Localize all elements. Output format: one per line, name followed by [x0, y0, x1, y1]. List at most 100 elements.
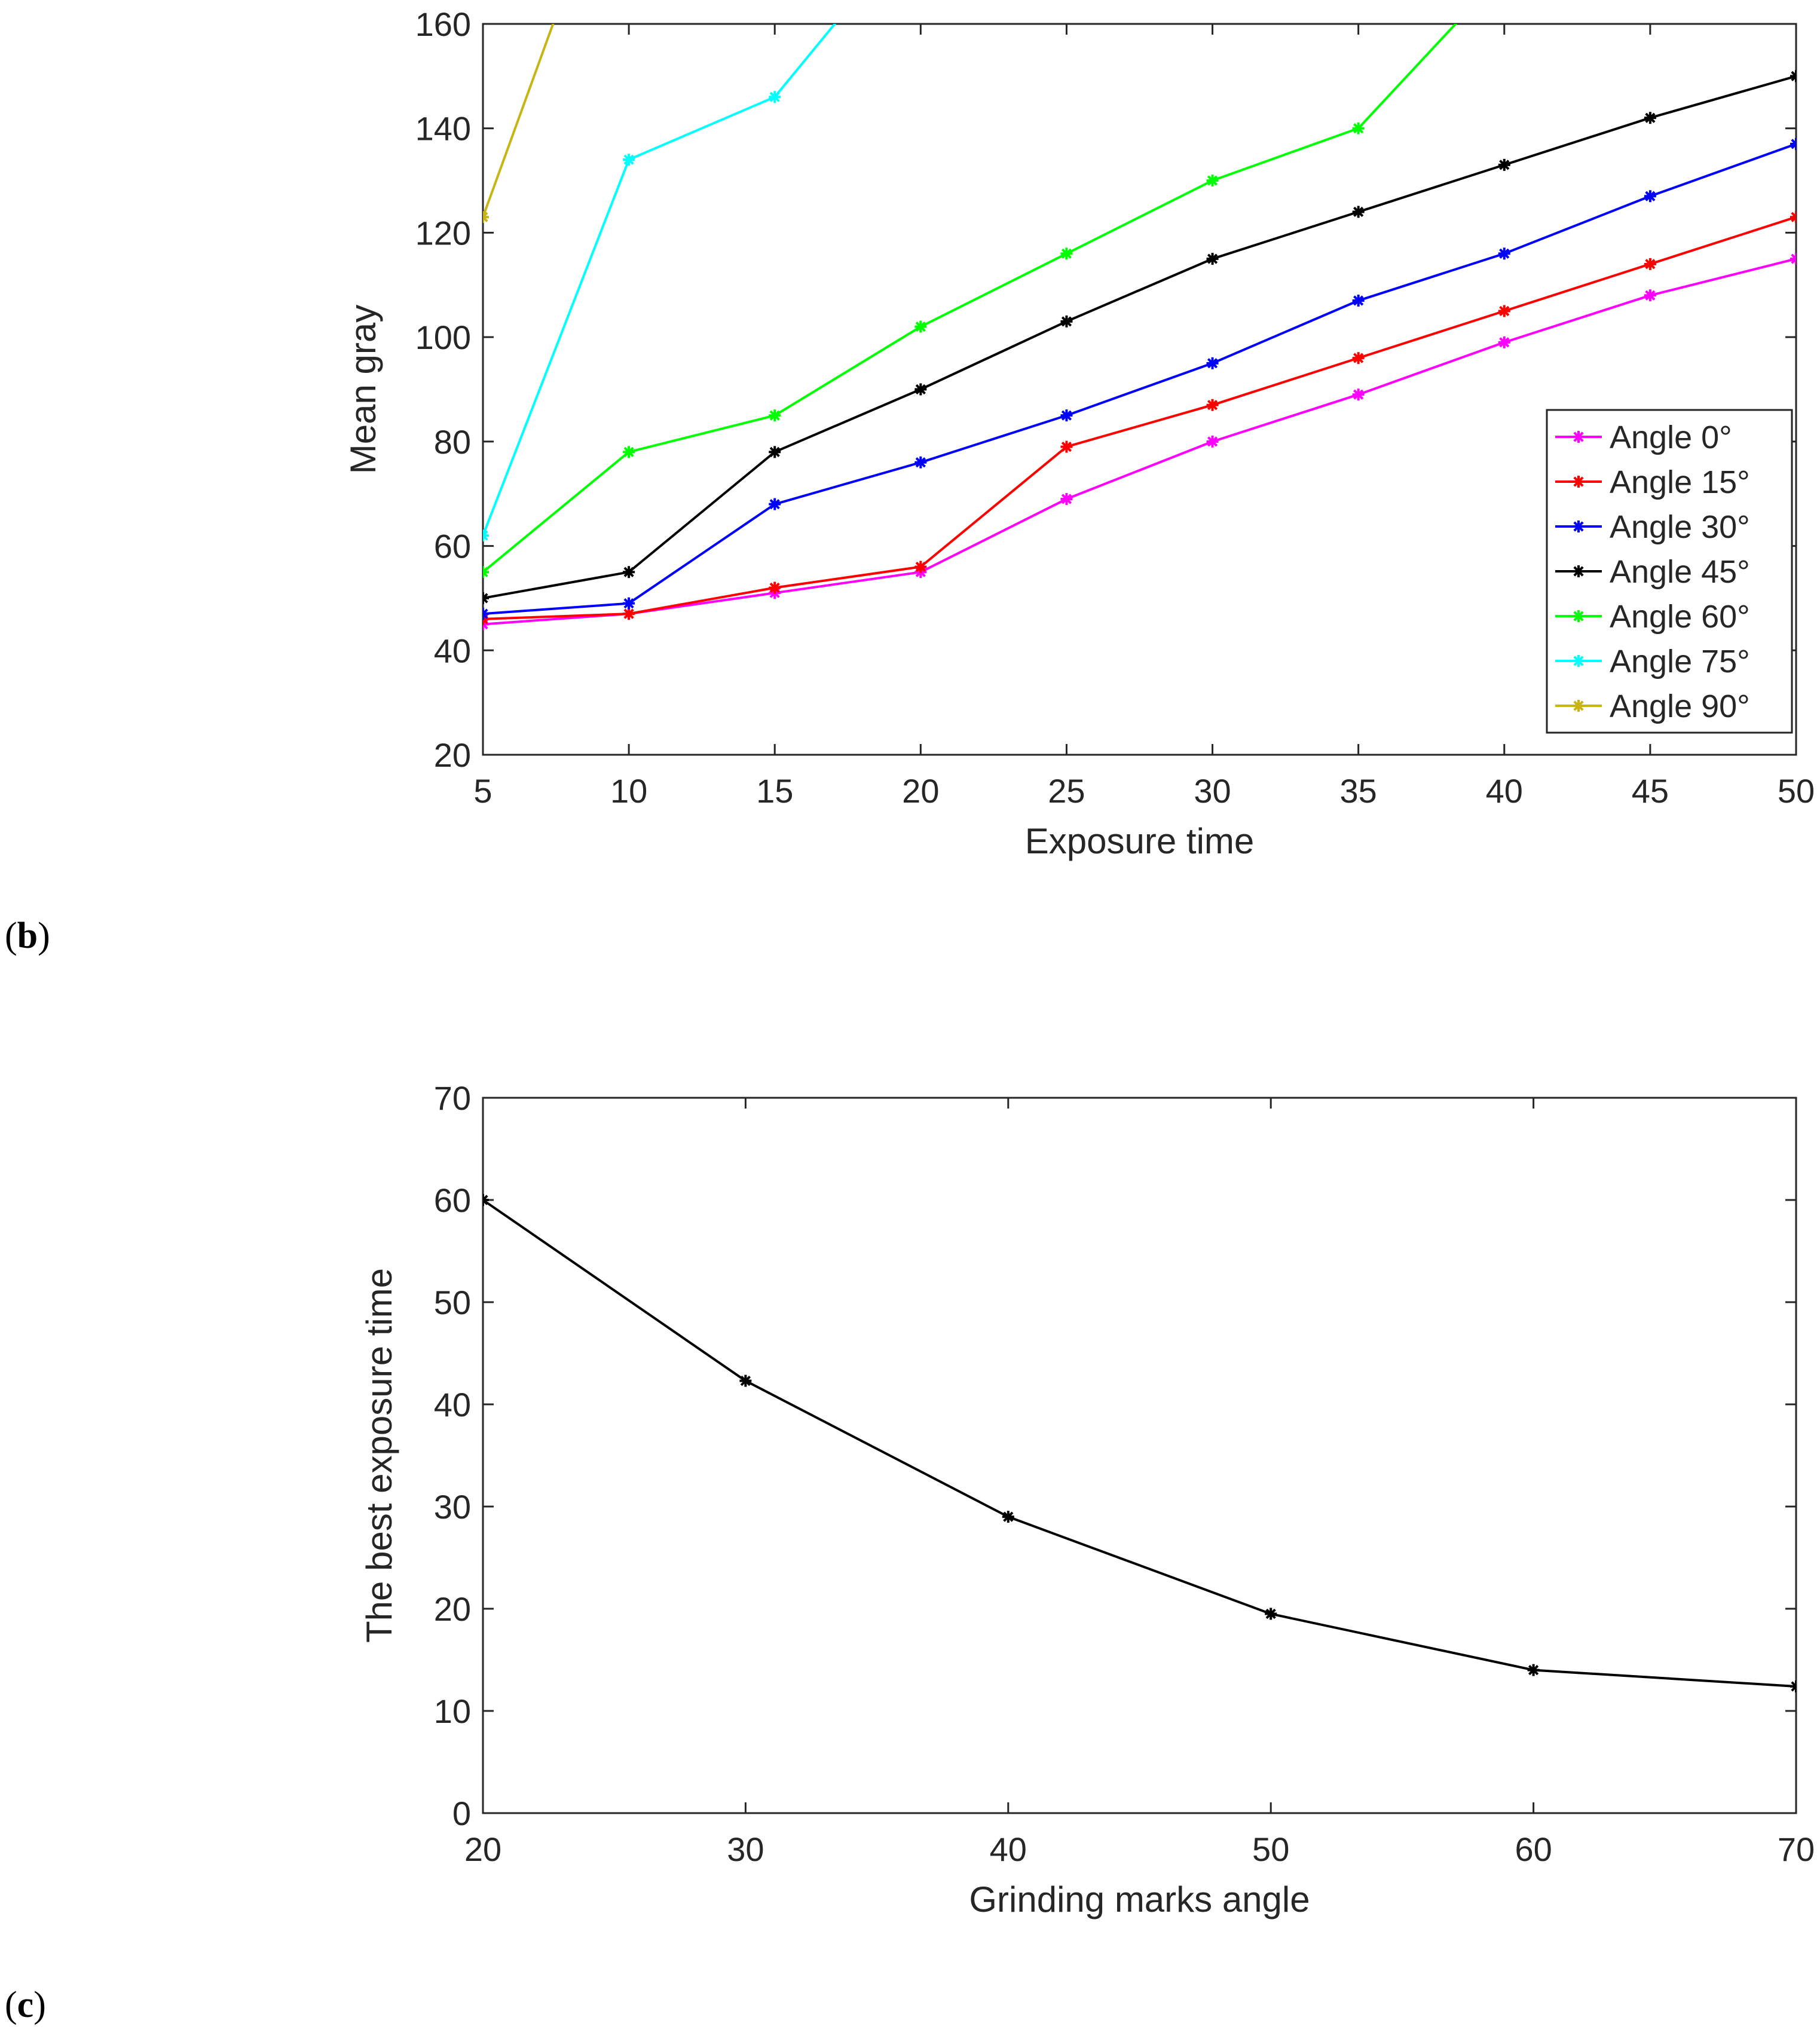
series-group-c — [483, 1194, 1796, 1692]
data-point-angle-45-0 — [483, 592, 489, 604]
data-point-angle-15-9 — [1790, 211, 1796, 224]
data-point-angle-30-3 — [914, 456, 927, 469]
data-point-angle-0-9 — [1790, 253, 1796, 265]
series-line-angle-75 — [483, 24, 837, 536]
x-tick-label-c: 50 — [1252, 1830, 1289, 1868]
chart-c: 20 30 40 50 60 70 0 10 20 30 40 50 60 70 Grinding mark… — [359, 1079, 1815, 1919]
legend-marker-angle-75 — [1573, 655, 1585, 667]
data-point-angle-15-2 — [769, 581, 781, 594]
legend-b: Angle 0° Angle 15° Angle 30° Angle 45° Angle… — [1546, 409, 1793, 734]
y-tick-label-c: 60 — [434, 1181, 471, 1219]
data-point-angle-60-2 — [769, 409, 781, 422]
data-point-angle-30-0 — [483, 608, 489, 620]
data-point-best-exposure-time-5 — [1790, 1680, 1796, 1692]
data-point-angle-30-7 — [1498, 247, 1510, 260]
data-point-best-exposure-time-4 — [1527, 1664, 1540, 1676]
data-point-angle-45-2 — [769, 446, 781, 458]
y-tick-label-c: 20 — [434, 1590, 471, 1628]
data-point-angle-0-7 — [1498, 336, 1510, 348]
data-point-angle-30-8 — [1644, 190, 1656, 203]
y-tick-label-b: 40 — [434, 632, 471, 669]
legend-label-angle-45: Angle 45° — [1610, 554, 1750, 590]
data-point-angle-30-1 — [623, 597, 635, 610]
data-point-best-exposure-time-3 — [1265, 1608, 1277, 1620]
y-tick-label-c: 40 — [434, 1386, 471, 1423]
data-point-angle-75-2 — [769, 91, 781, 103]
data-point-angle-60-6 — [1352, 122, 1365, 134]
y-tick-label-b: 160 — [415, 5, 471, 43]
y-tick-label-b: 20 — [434, 736, 471, 774]
data-point-angle-30-5 — [1206, 357, 1219, 369]
panel-label-b-letter: b — [17, 916, 38, 956]
data-point-angle-15-8 — [1644, 258, 1656, 270]
data-point-angle-15-5 — [1206, 399, 1219, 411]
data-point-angle-45-3 — [914, 383, 927, 396]
x-axis-label-c: Grinding marks angle — [969, 1879, 1310, 1919]
x-tick-label-b: 50 — [1778, 772, 1815, 810]
data-point-angle-30-9 — [1790, 137, 1796, 150]
y-tick-label-c: 30 — [434, 1488, 471, 1526]
y-axis-label-c: The best exposure time — [359, 1268, 399, 1643]
data-point-angle-15-6 — [1352, 352, 1365, 365]
data-point-angle-60-0 — [483, 566, 489, 578]
data-point-angle-15-3 — [914, 561, 927, 573]
legend-label-angle-75: Angle 75° — [1610, 644, 1750, 679]
panel-label-c-letter: c — [17, 1985, 34, 2025]
legend-label-angle-90: Angle 90° — [1610, 688, 1750, 724]
y-tick-label-c: 0 — [452, 1795, 471, 1832]
plot-area-c — [482, 1097, 1797, 1814]
legend-label-angle-15: Angle 15° — [1610, 464, 1750, 500]
x-tick-label-c: 30 — [727, 1830, 764, 1868]
series-line-angle-15 — [483, 216, 1796, 620]
data-point-angle-45-6 — [1352, 206, 1365, 218]
series-line-best-exposure-time — [483, 1199, 1796, 1688]
x-tick-label-b: 10 — [610, 772, 647, 810]
data-point-angle-45-7 — [1498, 158, 1510, 171]
data-point-angle-75-0 — [483, 529, 489, 542]
x-axis-label-b: Exposure time — [1025, 821, 1255, 861]
data-point-angle-30-6 — [1352, 294, 1365, 307]
y-tick-label-b: 60 — [434, 528, 471, 565]
x-tick-label-c: 20 — [464, 1830, 501, 1868]
data-point-best-exposure-time-2 — [1002, 1511, 1014, 1523]
data-point-angle-45-8 — [1644, 112, 1656, 124]
y-tick-label-b: 120 — [415, 214, 471, 252]
data-point-angle-15-1 — [623, 608, 635, 620]
series-line-angle-45 — [483, 75, 1796, 599]
data-point-angle-15-4 — [1060, 440, 1073, 453]
data-point-angle-45-5 — [1206, 253, 1219, 265]
legend-marker-angle-90 — [1573, 700, 1585, 712]
data-point-angle-90-0 — [483, 211, 489, 224]
data-point-angle-45-9 — [1790, 70, 1796, 82]
data-point-angle-15-7 — [1498, 305, 1510, 317]
y-tick-label-c: 10 — [434, 1692, 471, 1730]
data-point-angle-60-4 — [1060, 247, 1073, 260]
data-point-angle-0-5 — [1206, 435, 1219, 448]
data-point-angle-0-6 — [1352, 388, 1365, 401]
data-point-angle-60-1 — [623, 446, 635, 458]
series-line-angle-30 — [483, 143, 1796, 616]
data-point-best-exposure-time-0 — [483, 1194, 489, 1206]
x-tick-label-c: 40 — [990, 1830, 1027, 1868]
data-point-angle-75-1 — [623, 154, 635, 166]
series-line-angle-0 — [483, 258, 1796, 626]
data-point-best-exposure-time-1 — [739, 1374, 752, 1387]
chart-b: 5 10 15 20 25 30 35 40 45 50 20 40 60 80 100 120 140 160 E… — [343, 5, 1815, 861]
legend-marker-angle-60 — [1573, 610, 1585, 622]
legend-label-angle-0: Angle 0° — [1610, 420, 1732, 455]
x-tick-label-b: 25 — [1048, 772, 1085, 810]
legend-marker-angle-15 — [1573, 476, 1585, 488]
series-group-b — [483, 24, 1796, 630]
data-point-angle-45-1 — [623, 566, 635, 578]
y-tick-label-c: 70 — [434, 1079, 471, 1117]
x-tick-label-b: 45 — [1632, 772, 1669, 810]
y-tick-label-c: 50 — [434, 1284, 471, 1321]
x-tick-label-b: 30 — [1194, 772, 1231, 810]
data-point-angle-60-3 — [914, 320, 927, 333]
data-point-angle-0-8 — [1644, 289, 1656, 302]
x-tick-label-b: 35 — [1340, 772, 1377, 810]
data-point-angle-30-4 — [1060, 409, 1073, 422]
x-tick-label-c: 60 — [1515, 1830, 1552, 1868]
legend-label-angle-30: Angle 30° — [1610, 509, 1750, 545]
y-tick-label-b: 80 — [434, 423, 471, 461]
